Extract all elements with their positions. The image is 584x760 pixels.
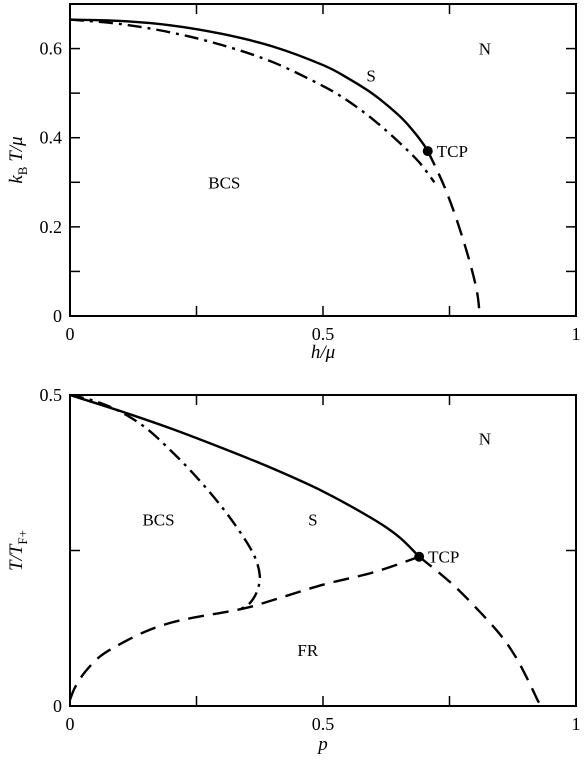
x-axis-title: p <box>316 734 328 755</box>
y-tick-label: 0.5 <box>40 385 63 405</box>
series-solid-line <box>69 18 429 152</box>
series-dashed-line <box>418 555 543 707</box>
y-tick-label: 0.4 <box>40 128 63 148</box>
x-tick-label: 1 <box>572 714 581 734</box>
x-tick-label: 0 <box>66 714 75 734</box>
plot-frame <box>69 394 577 707</box>
y-axis-title: T/TF+ <box>6 530 30 571</box>
series-dashed-line <box>426 150 482 317</box>
panel-top: 0 0.5 1 0 0.2 0.4 0.6 h/μ kB T/μ TCP N S BCS <box>6 3 581 363</box>
y-axis-title: kB T/μ <box>6 136 30 183</box>
x-tick-label: 0 <box>66 324 75 344</box>
series-dashed-line <box>68 555 420 701</box>
x-tick-label: 0.5 <box>312 324 335 344</box>
x-tick-label: 0.5 <box>312 714 335 734</box>
region-label-fr: FR <box>297 641 318 660</box>
region-label-n: N <box>479 40 491 59</box>
y-tick-label: 0.2 <box>40 217 63 237</box>
y-tick-label: 0 <box>53 696 62 716</box>
y-tick-label: 0 <box>53 306 62 326</box>
region-label-bcs: BCS <box>142 510 174 529</box>
plot-frame <box>69 3 577 317</box>
region-label-s: S <box>308 510 317 529</box>
series-dashdot-line <box>69 18 436 184</box>
tcp-label: TCP <box>437 142 468 161</box>
tcp-label: TCP <box>428 548 459 567</box>
tcp-point <box>422 146 433 157</box>
tcp-point <box>414 551 425 562</box>
series-solid-line <box>69 393 420 558</box>
x-tick-label: 1 <box>572 324 581 344</box>
y-tick-label: 0.6 <box>40 39 63 59</box>
x-axis-title: h/μ <box>311 342 335 363</box>
region-label-s: S <box>366 66 375 85</box>
region-label-n: N <box>479 430 491 449</box>
region-label-bcs: BCS <box>208 173 240 192</box>
